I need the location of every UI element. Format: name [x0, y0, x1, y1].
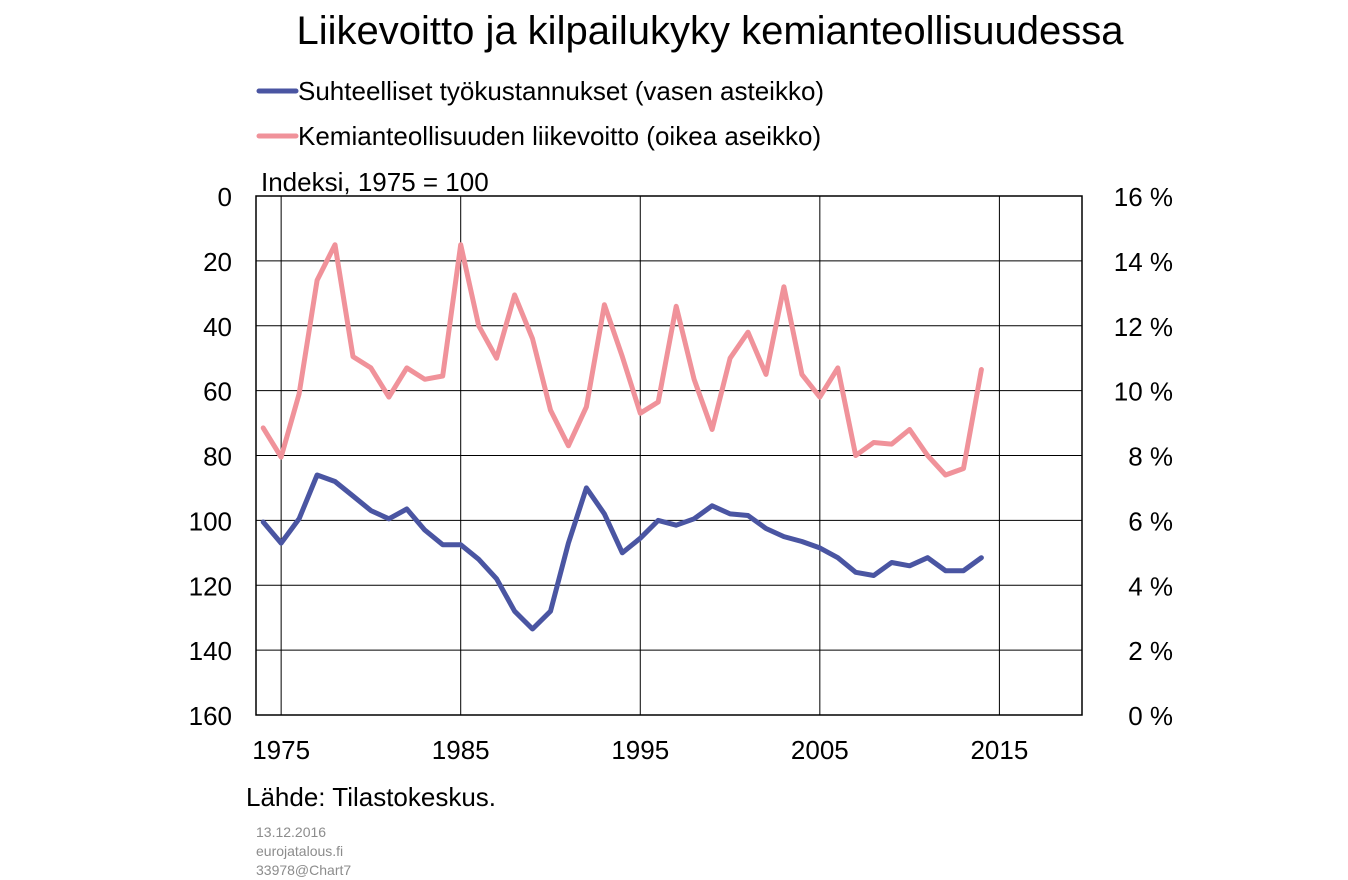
right-axis-tick-label: 8 % [1128, 442, 1173, 472]
footer-site: eurojatalous.fi [256, 843, 344, 859]
left-axis-ticks: 0 20 40 60 80 100 120 140 160 [189, 182, 232, 731]
right-axis-tick-label: 10 % [1114, 377, 1173, 407]
left-axis-tick-label: 140 [189, 636, 232, 666]
right-axis-tick-label: 0 % [1128, 701, 1173, 731]
x-axis-ticks: 1975 1985 1995 2005 2015 [252, 735, 1028, 765]
legend-label: Kemianteollisuuden liikevoitto (oikea as… [298, 121, 821, 151]
footer-date: 13.12.2016 [256, 824, 327, 840]
chart-title: Liikevoitto ja kilpailukyky kemianteolli… [296, 9, 1124, 53]
plot-frame [255, 195, 1083, 716]
left-axis-tick-label: 120 [189, 571, 232, 601]
gridlines [256, 196, 1082, 715]
right-axis-tick-label: 14 % [1114, 247, 1173, 277]
left-axis-tick-label: 160 [189, 701, 232, 731]
right-axis-tick-label: 4 % [1128, 571, 1173, 601]
right-axis-tick-label: 2 % [1128, 636, 1173, 666]
x-axis-tick-label: 2005 [791, 735, 849, 765]
right-axis-ticks: 16 % 14 % 12 % 10 % 8 % 6 % 4 % 2 % 0 % [1114, 182, 1173, 731]
left-axis-note: Indeksi, 1975 = 100 [261, 167, 489, 197]
x-axis-tick-label: 2015 [970, 735, 1028, 765]
x-axis-tick-label: 1985 [432, 735, 490, 765]
legend-label: Suhteelliset työkustannukset (vasen aste… [298, 76, 824, 106]
source-note: Lähde: Tilastokeskus. [246, 782, 496, 812]
left-axis-tick-label: 0 [218, 182, 232, 212]
series-line-left [260, 472, 984, 632]
left-axis-tick-label: 100 [189, 506, 232, 536]
left-axis-tick-label: 20 [203, 247, 232, 277]
x-axis-tick-label: 1995 [611, 735, 669, 765]
right-axis-tick-label: 16 % [1114, 182, 1173, 212]
left-axis-tick-label: 40 [203, 312, 232, 342]
right-axis-tick-label: 6 % [1128, 506, 1173, 536]
right-axis-tick-label: 12 % [1114, 312, 1173, 342]
legend: Suhteelliset työkustannukset (vasen aste… [256, 76, 824, 151]
series-layer [260, 242, 984, 632]
x-axis-tick-label: 1975 [252, 735, 310, 765]
series-line-right [260, 242, 984, 478]
left-axis-tick-label: 60 [203, 377, 232, 407]
footer-chart-id: 33978@Chart7 [256, 862, 352, 878]
left-axis-tick-label: 80 [203, 442, 232, 472]
